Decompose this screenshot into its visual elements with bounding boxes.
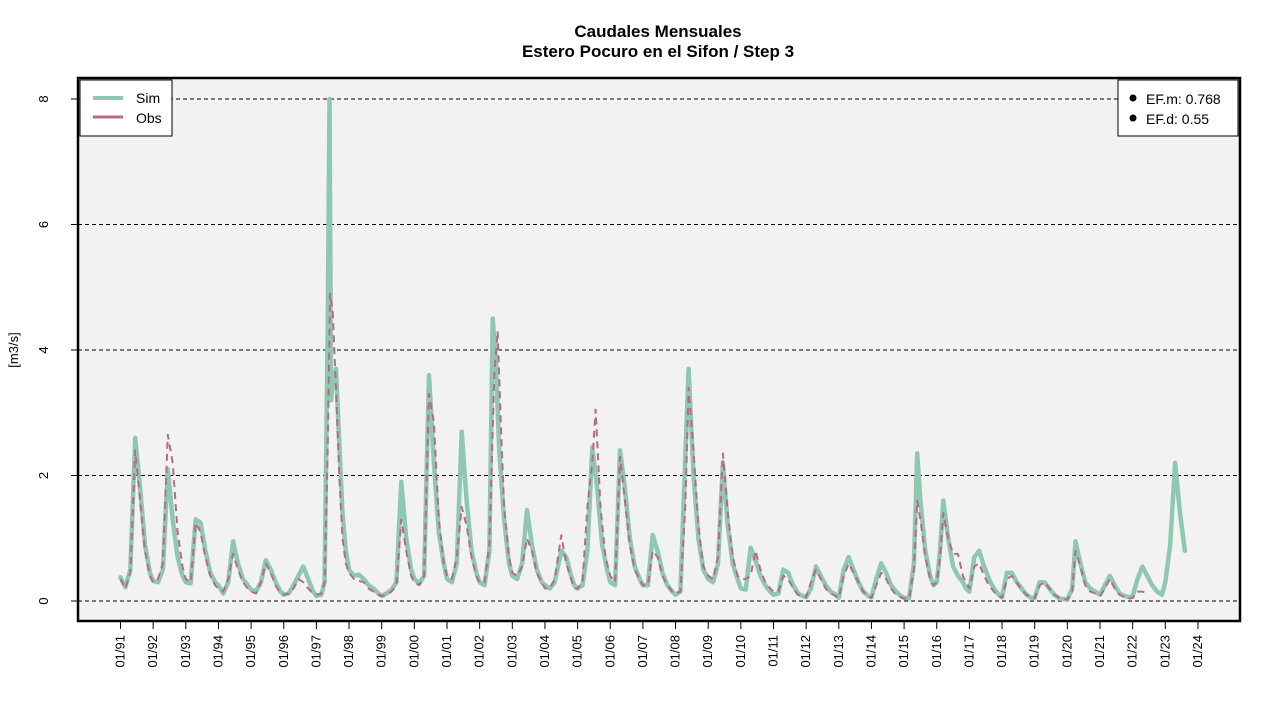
x-tick-label: 01/99: [374, 635, 389, 668]
metrics-box-frame: [1117, 79, 1239, 137]
y-axis: 0 2 4 6 8: [36, 95, 78, 605]
x-tick-label: 01/24: [1190, 635, 1205, 668]
y-tick-label: 0: [36, 597, 51, 604]
x-tick-label: 01/02: [472, 635, 487, 668]
x-tick-label: 01/18: [994, 635, 1009, 668]
metric-bullet: [1129, 114, 1137, 122]
series-line-obs: [119, 292, 1148, 601]
plot-frame: [76, 76, 1242, 623]
x-tick-label: 01/19: [1027, 635, 1042, 668]
x-tick-label: 01/05: [570, 635, 585, 668]
x-tick-label: 01/08: [668, 635, 683, 668]
x-tick-label: 01/12: [798, 635, 813, 668]
y-tick-label: 2: [36, 472, 51, 479]
x-tick-label: 01/16: [929, 635, 944, 668]
x-tick-label: 01/21: [1092, 635, 1107, 668]
metric-ef-m: EF.m: 0.768: [1146, 91, 1221, 107]
x-tick-label: 01/97: [308, 635, 323, 668]
y-tick-label: 8: [36, 95, 51, 102]
x-tick-label: 01/10: [733, 635, 748, 668]
x-tick-label: 01/23: [1157, 635, 1172, 668]
x-tick-label: 01/92: [145, 635, 160, 668]
x-tick-label: 01/01: [439, 635, 454, 668]
x-tick-label: 01/91: [113, 635, 128, 668]
y-axis-title: [m3/s]: [6, 332, 21, 367]
x-tick-label: 01/98: [341, 635, 356, 668]
x-tick-label: 01/04: [537, 635, 552, 668]
metric-ef-d: EF.d: 0.55: [1146, 111, 1209, 127]
x-tick-label: 01/15: [896, 635, 911, 668]
chart-subtitle: Estero Pocuro en el Sifon / Step 3: [522, 42, 794, 61]
legend-label-sim: Sim: [136, 90, 160, 106]
x-tick-label: 01/13: [831, 635, 846, 668]
chart-title: Caudales Mensuales: [574, 22, 741, 41]
x-tick-label: 01/20: [1059, 635, 1074, 668]
x-tick-label: 01/95: [243, 635, 258, 668]
x-tick-label: 01/03: [504, 635, 519, 668]
x-tick-label: 01/96: [276, 635, 291, 668]
x-tick-label: 01/09: [700, 635, 715, 668]
series-layer: [118, 96, 1188, 602]
x-tick-label: 01/22: [1125, 635, 1140, 668]
x-tick-label: 01/11: [766, 635, 781, 667]
x-axis: 01/91 01/92 01/93 01/94 01/95 01/96 01/97 01/98…: [113, 621, 1205, 668]
x-tick-label: 01/07: [635, 635, 650, 668]
x-tick-label: 01/00: [406, 635, 421, 668]
x-tick-label: 01/94: [210, 635, 225, 668]
x-tick-label: 01/17: [961, 635, 976, 668]
y-tick-label: 4: [36, 346, 51, 353]
metric-bullet: [1129, 94, 1137, 102]
x-tick-label: 01/14: [863, 635, 878, 668]
x-tick-label: 01/93: [178, 635, 193, 668]
metrics-box: EF.m: 0.768 EF.d: 0.55: [1117, 79, 1239, 137]
gridlines: [78, 98, 1240, 602]
legend-label-obs: Obs: [136, 110, 162, 126]
x-tick-label: 01/06: [602, 635, 617, 668]
legend-box: [79, 79, 173, 137]
legend: Sim Obs: [79, 79, 173, 137]
y-tick-label: 6: [36, 221, 51, 228]
